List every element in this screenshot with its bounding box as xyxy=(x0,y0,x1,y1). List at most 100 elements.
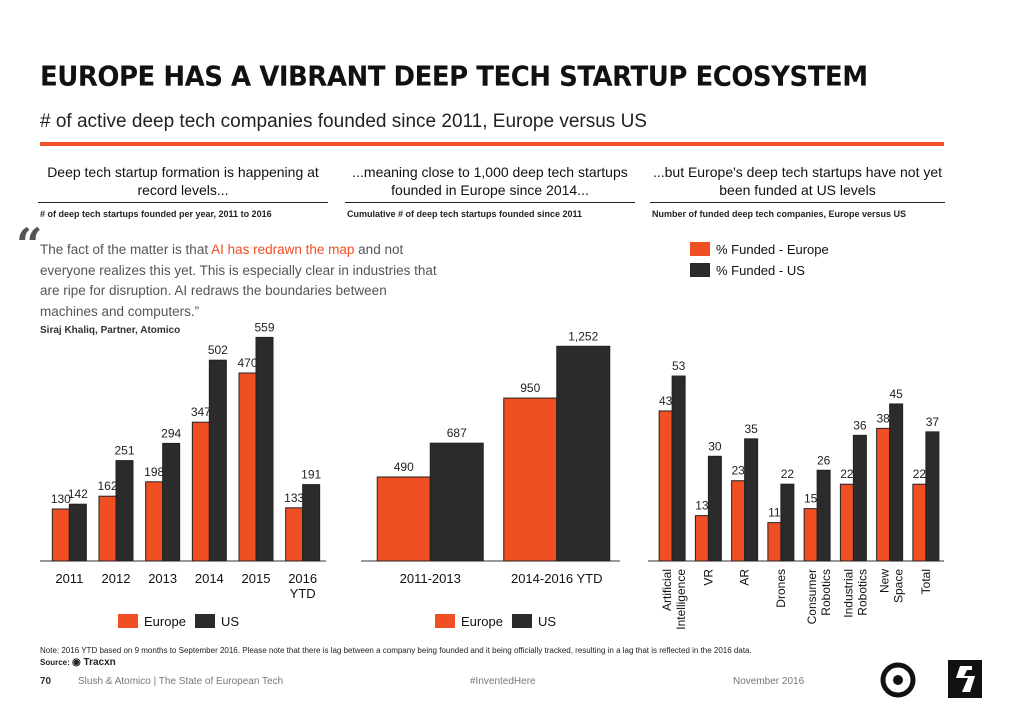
legend-label-us-2: US xyxy=(538,614,557,629)
chart-3-bar-europe-2 xyxy=(694,515,709,562)
legend-label-europe-2: Europe xyxy=(461,614,503,629)
chart-1-bar-europe-6 xyxy=(285,507,304,562)
chart-2-value-label-us-2: 1,252 xyxy=(568,329,598,343)
page-title: EUROPE HAS A VIBRANT DEEP TECH STARTUP E… xyxy=(40,61,868,93)
quote-attribution: Siraj Khaliq, Partner, Atomico xyxy=(40,325,181,336)
source-label: Source: xyxy=(40,658,70,667)
chart-3-category-label-1: ArtificialIntelligence xyxy=(660,569,688,630)
chart-1-bar-europe-2 xyxy=(98,495,117,562)
chart-3-bar-europe-1 xyxy=(658,410,673,562)
chart-1-category-label-3: 2013 xyxy=(148,571,177,586)
chart-3-bar-europe-7 xyxy=(876,427,891,562)
chart-3-value-label-europe-2: 13 xyxy=(695,499,709,513)
chart-2-bar-europe-2 xyxy=(503,397,558,562)
quote-highlight: AI has redrawn the map xyxy=(211,242,355,257)
legend-swatch-us-1 xyxy=(195,614,215,628)
column-rule-1 xyxy=(38,202,328,203)
chart-3-value-label-us-3: 35 xyxy=(744,422,758,436)
chart-3-bar-us-3 xyxy=(744,438,759,562)
title-rule xyxy=(40,142,944,146)
chart-1-category-label-6: 2016 YTD xyxy=(288,571,317,601)
chart-3-value-label-europe-1: 43 xyxy=(659,394,673,408)
chart-1-value-label-us-5: 559 xyxy=(254,320,274,334)
legend-swatch-europe xyxy=(690,242,710,256)
chart-1-bar-us-2 xyxy=(115,460,134,562)
source-line: Source: ◉ Tracxn xyxy=(40,657,116,668)
chart-1-bar-us-5 xyxy=(255,336,274,562)
chart-3-value-label-us-1: 53 xyxy=(672,359,686,373)
column-subheading-1: # of deep tech startups founded per year… xyxy=(40,209,272,219)
chart-3-category-label-5: ConsumerRobotics xyxy=(805,569,833,624)
chart-2-value-label-us-1: 687 xyxy=(447,426,467,440)
chart-1-value-label-us-1: 142 xyxy=(68,487,88,501)
legend-swatch-europe-1 xyxy=(118,614,138,628)
tracxn-logo-icon: ◉ Tracxn xyxy=(72,657,116,668)
chart-3-category-label-8: Total xyxy=(919,569,933,594)
chart-1-value-label-us-2: 251 xyxy=(114,444,134,458)
chart-3-bar-europe-4 xyxy=(767,522,782,562)
chart-3-value-label-us-6: 36 xyxy=(853,418,867,432)
chart-3-value-label-europe-4: 11 xyxy=(768,506,781,520)
chart-3-bar-europe-6 xyxy=(839,483,854,562)
legend-label-pct-us: % Funded - US xyxy=(716,263,805,278)
legend-swatch-us-2 xyxy=(512,614,532,628)
chart-1-value-label-europe-1: 130 xyxy=(51,492,71,506)
chart-3-value-label-europe-7: 38 xyxy=(876,411,890,425)
chart-1-bar-europe-3 xyxy=(145,481,164,562)
source-name: Tracxn xyxy=(83,657,116,668)
chart-2-bar-us-2 xyxy=(556,345,611,562)
chart-3-value-label-europe-5: 15 xyxy=(804,492,818,506)
chart-1-bar-us-3 xyxy=(162,442,181,562)
chart-3-value-label-europe-3: 23 xyxy=(731,464,745,478)
atomico-logo-icon xyxy=(880,662,916,698)
chart-1-bar-us-1 xyxy=(68,503,87,562)
legend-item-europe-2: Europe xyxy=(435,614,503,629)
chart-1-value-label-europe-4: 347 xyxy=(191,405,211,419)
column-heading-2: ...meaning close to 1,000 deep tech star… xyxy=(352,164,628,198)
chart-3-bar-us-2 xyxy=(707,455,722,562)
chart-1-bar-europe-4 xyxy=(191,421,210,562)
chart-3-bar-us-5 xyxy=(816,469,831,562)
legend-label-us-1: US xyxy=(221,614,240,629)
chart-3-value-label-us-5: 26 xyxy=(817,453,831,467)
quote-text-start: The fact of the matter is that xyxy=(40,242,212,257)
chart-3-bar-us-1 xyxy=(671,375,686,562)
chart-1-bar-europe-5 xyxy=(238,372,257,562)
chart-3-value-label-us-4: 22 xyxy=(781,467,795,481)
quote-text-end: and not everyone realizes this yet. This… xyxy=(40,242,437,319)
chart-3-bar-europe-5 xyxy=(803,508,818,562)
legend-item-us-2: US xyxy=(512,614,556,629)
column-heading-1: Deep tech startup formation is happening… xyxy=(47,164,319,198)
legend-item-europe-1: Europe xyxy=(118,614,186,629)
chart-3-category-label-6: IndustrialRobotics xyxy=(841,569,869,618)
footnote: Note: 2016 YTD based on 9 months to Sept… xyxy=(40,646,752,655)
chart-1-bar-us-6 xyxy=(302,484,321,562)
chart-1-bar-europe-1 xyxy=(51,508,70,562)
column-rule-2 xyxy=(345,202,635,203)
legend-label-pct-europe: % Funded - Europe xyxy=(716,242,829,257)
chart-3-bar-us-4 xyxy=(780,483,795,562)
chart-1-category-label-4: 2014 xyxy=(195,571,224,586)
publication-name: Slush & Atomico | The State of European … xyxy=(78,676,284,687)
chart-3-category-label-4: Drones xyxy=(774,569,788,608)
chart-2-value-label-europe-1: 490 xyxy=(394,460,414,474)
page-subtitle: # of active deep tech companies founded … xyxy=(40,111,647,132)
chart-3-value-label-us-7: 45 xyxy=(889,387,903,401)
chart-1-value-label-us-6: 191 xyxy=(301,468,321,482)
chart-3-bar-europe-8 xyxy=(912,483,927,562)
legend-item-us-1: US xyxy=(195,614,239,629)
legend-item-pct-europe: % Funded - Europe xyxy=(690,242,829,257)
chart-3-bar-europe-3 xyxy=(731,480,746,562)
chart-3-category-label-7: NewSpace xyxy=(878,569,906,603)
chart-3-value-label-us-2: 30 xyxy=(708,439,722,453)
chart-3-bar-us-7 xyxy=(889,403,904,562)
column-rule-3 xyxy=(650,202,945,203)
publication-date: November 2016 xyxy=(733,676,805,687)
chart-3-value-label-europe-6: 22 xyxy=(840,467,854,481)
legend-swatch-europe-2 xyxy=(435,614,455,628)
chart-1-bar-us-4 xyxy=(208,359,227,562)
chart-2-value-label-europe-2: 950 xyxy=(520,381,540,395)
chart-1-category-label-5: 2015 xyxy=(242,571,271,586)
legend-label-europe-1: Europe xyxy=(144,614,186,629)
